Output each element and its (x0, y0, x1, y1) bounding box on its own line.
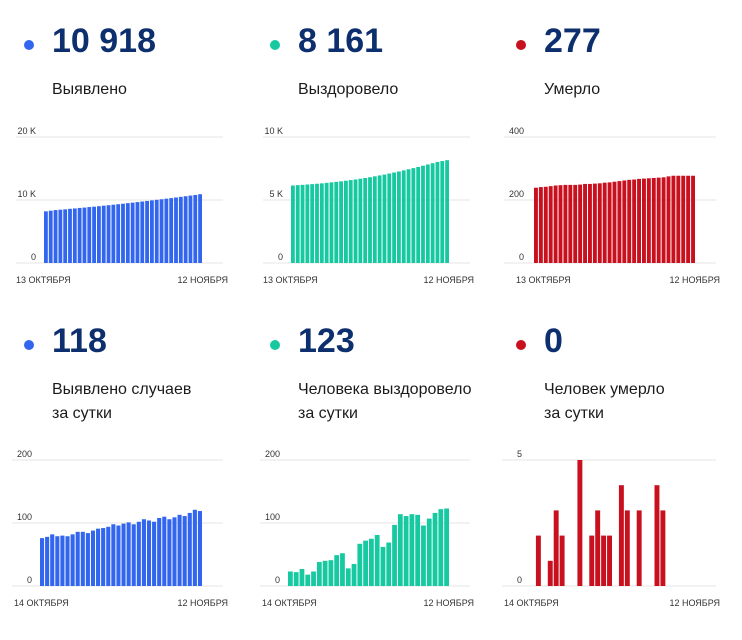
card-deaths: 277 Умерло (516, 22, 742, 340)
stat-label-line: Умерло (544, 81, 601, 98)
stat-label: Выявлено (52, 78, 127, 102)
stat-label-line: за сутки (52, 405, 112, 422)
legend-dot-icon (516, 340, 526, 350)
stat-value: 277 (544, 22, 601, 60)
stat-label-line: Человек умерло (544, 381, 665, 398)
stat-label-line: Выздоровело (298, 81, 399, 98)
stat-value: 10 918 (52, 22, 156, 60)
stat-label-line: Выявлено случаев (52, 381, 192, 398)
card-detected: 10 918 Выявлено (24, 22, 264, 340)
legend-dot-icon (24, 340, 34, 350)
legend-dot-icon (270, 40, 280, 50)
stat-label: Выздоровело (298, 78, 398, 102)
stat-label: Человека выздоровело за сутки (298, 378, 471, 426)
legend-dot-icon (24, 40, 34, 50)
stat-label-line: Выявлено (52, 81, 127, 98)
card-recovered: 8 161 Выздоровело (270, 22, 510, 340)
legend-dot-icon (516, 40, 526, 50)
stat-label: Выявлено случаев за сутки (52, 378, 191, 426)
stat-value: 8 161 (298, 22, 384, 60)
legend-dot-icon (270, 340, 280, 350)
stat-label-line: за сутки (544, 405, 604, 422)
stat-label-line: Человека выздоровело (298, 381, 472, 398)
stat-value: 0 (544, 322, 563, 360)
stat-value: 118 (52, 322, 107, 360)
card-deaths-daily: 0 Человек умерло за сутки (516, 322, 742, 640)
card-recovered-daily: 123 Человека выздоровело за сутки (270, 322, 510, 640)
stat-value: 123 (298, 322, 355, 360)
card-detected-daily: 118 Выявлено случаев за сутки (24, 322, 264, 640)
stat-label: Человек умерло за сутки (544, 378, 665, 426)
stat-label: Умерло (544, 78, 600, 102)
stat-label-line: за сутки (298, 405, 358, 422)
